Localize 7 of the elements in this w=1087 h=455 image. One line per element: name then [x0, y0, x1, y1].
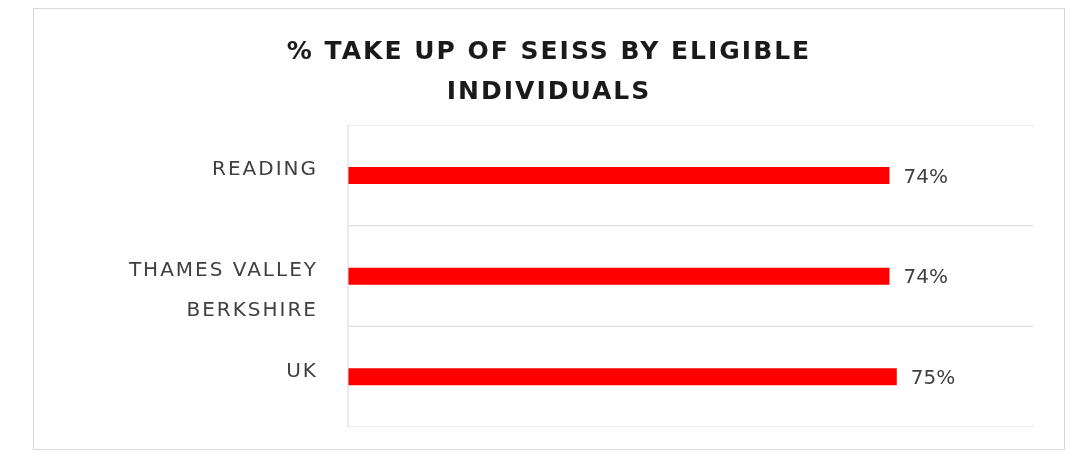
- data-label: 74%: [903, 264, 948, 289]
- chart-title: % TAKE UP OF SEISS BY ELIGIBLE INDIVIDUALS: [285, 35, 813, 107]
- data-label: 75%: [910, 364, 956, 389]
- y-tick-label: THAMES VALLEY BERKSHIRE: [127, 257, 318, 321]
- y-tick-label: UK: [286, 357, 318, 382]
- data-label: 74%: [903, 163, 948, 188]
- y-tick-label: READING: [212, 156, 318, 181]
